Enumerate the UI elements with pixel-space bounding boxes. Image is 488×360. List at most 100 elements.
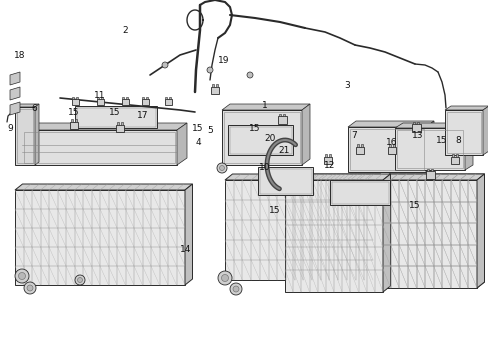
Circle shape — [27, 285, 33, 291]
Text: 20: 20 — [264, 134, 275, 143]
Bar — [426, 168, 427, 171]
Bar — [361, 144, 362, 147]
Circle shape — [217, 163, 226, 173]
Polygon shape — [394, 123, 472, 128]
Polygon shape — [224, 174, 380, 180]
Text: 14: 14 — [180, 246, 191, 255]
Circle shape — [221, 275, 228, 282]
Polygon shape — [372, 174, 380, 280]
Bar — [412, 122, 414, 124]
Bar — [277, 116, 286, 124]
Bar — [24, 132, 175, 163]
Polygon shape — [224, 180, 372, 280]
Circle shape — [232, 286, 239, 292]
Text: 8: 8 — [454, 135, 460, 144]
Bar — [349, 129, 423, 170]
Bar — [328, 154, 330, 157]
Circle shape — [75, 275, 85, 285]
Bar — [347, 127, 425, 172]
Bar — [283, 113, 285, 116]
Bar — [450, 157, 458, 163]
Text: 7: 7 — [350, 131, 356, 140]
Text: 15: 15 — [68, 108, 80, 117]
Bar — [356, 144, 358, 147]
Circle shape — [15, 269, 29, 283]
Text: 19: 19 — [218, 55, 229, 64]
Text: 1: 1 — [262, 100, 267, 109]
Bar — [325, 154, 326, 157]
Circle shape — [229, 283, 242, 295]
Bar — [355, 147, 363, 153]
Bar — [121, 99, 128, 105]
Bar — [324, 157, 331, 163]
Polygon shape — [15, 104, 39, 107]
Bar — [122, 96, 124, 99]
Text: 17: 17 — [137, 111, 148, 120]
Bar — [76, 96, 78, 99]
Bar — [101, 96, 102, 99]
Text: 9: 9 — [7, 123, 13, 132]
Bar — [455, 154, 457, 157]
Text: 12: 12 — [324, 161, 335, 170]
Bar — [329, 180, 389, 205]
Bar — [121, 122, 122, 125]
Polygon shape — [22, 123, 186, 130]
Bar — [229, 126, 291, 153]
Bar — [71, 119, 73, 122]
Polygon shape — [285, 180, 382, 292]
Bar — [224, 112, 299, 163]
Text: 4: 4 — [195, 138, 201, 147]
Bar — [164, 99, 171, 105]
Polygon shape — [10, 102, 20, 115]
Bar — [216, 84, 217, 86]
Bar — [145, 96, 147, 99]
Bar — [451, 154, 453, 157]
Bar — [331, 181, 387, 203]
Bar — [278, 113, 280, 116]
Bar — [97, 96, 99, 99]
Circle shape — [77, 278, 82, 283]
Polygon shape — [15, 184, 192, 190]
Bar — [227, 125, 292, 155]
Polygon shape — [222, 104, 309, 110]
Circle shape — [219, 166, 224, 171]
Bar — [222, 110, 302, 165]
Bar — [72, 96, 74, 99]
Polygon shape — [285, 174, 390, 180]
Bar — [165, 96, 167, 99]
Bar — [259, 168, 311, 194]
Text: 5: 5 — [207, 126, 212, 135]
Polygon shape — [482, 106, 488, 155]
Polygon shape — [10, 87, 20, 100]
Circle shape — [19, 273, 25, 279]
Bar — [387, 147, 395, 153]
Polygon shape — [444, 106, 488, 110]
Text: 10: 10 — [259, 162, 270, 171]
Bar — [70, 122, 78, 129]
Bar — [76, 108, 155, 126]
Bar — [258, 167, 312, 195]
Bar — [388, 144, 390, 147]
Bar — [75, 119, 77, 122]
Bar — [169, 96, 170, 99]
Text: 2: 2 — [122, 26, 127, 35]
Bar — [142, 96, 144, 99]
Text: 3: 3 — [344, 81, 349, 90]
Text: 15: 15 — [408, 201, 420, 210]
Polygon shape — [476, 174, 484, 288]
Text: 13: 13 — [411, 131, 423, 140]
Polygon shape — [381, 174, 484, 180]
Circle shape — [206, 67, 213, 73]
Bar — [126, 96, 127, 99]
Circle shape — [24, 282, 36, 294]
Polygon shape — [381, 174, 484, 180]
Bar — [212, 84, 213, 86]
Text: 18: 18 — [14, 50, 26, 59]
Bar — [22, 130, 177, 165]
Polygon shape — [302, 104, 309, 165]
Text: 15: 15 — [192, 123, 203, 132]
Bar — [141, 99, 148, 105]
Circle shape — [162, 62, 168, 68]
Bar — [96, 99, 103, 105]
Circle shape — [218, 271, 231, 285]
